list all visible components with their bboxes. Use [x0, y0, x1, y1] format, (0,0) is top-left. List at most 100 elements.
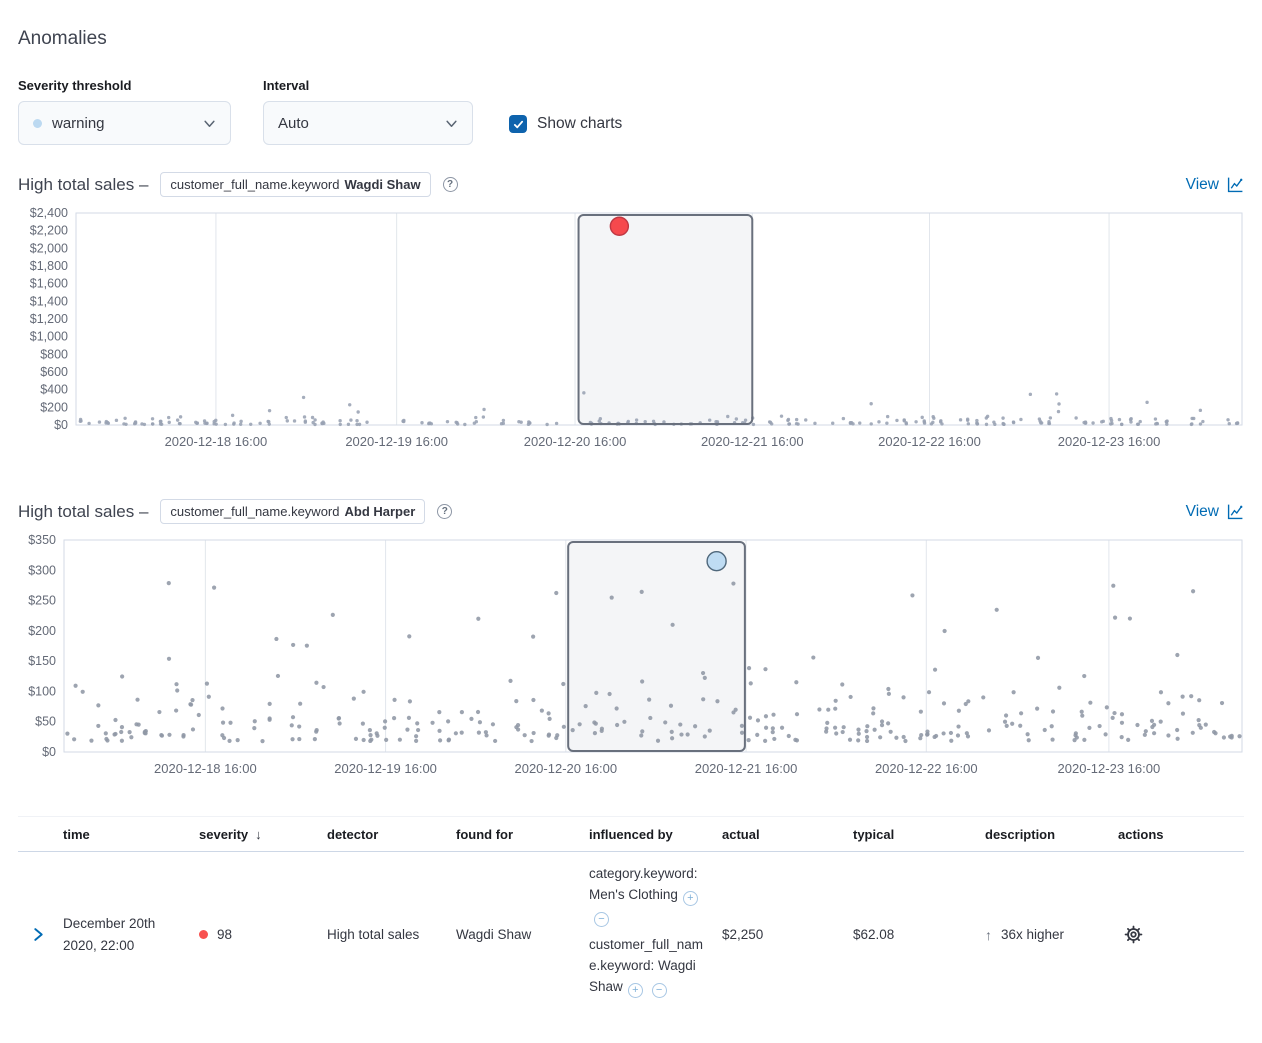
svg-text:$0: $0: [54, 418, 68, 432]
badge-value: Wagdi Shaw: [344, 177, 421, 192]
col-header-actions: actions: [1118, 826, 1164, 842]
show-charts-control: Show charts: [509, 115, 622, 133]
table-header-row: time severity ↓ detector found for influ…: [18, 816, 1244, 852]
gear-icon: [1124, 926, 1143, 944]
svg-text:$50: $50: [35, 715, 56, 729]
show-charts-label: Show charts: [537, 115, 623, 132]
add-filter-icon[interactable]: +: [627, 982, 643, 998]
view-link-label: View: [1185, 502, 1219, 520]
anomalies-table: time severity ↓ detector found for influ…: [18, 816, 1244, 1020]
line-chart-icon: [1227, 504, 1243, 520]
anomaly-chart-section-abd-harper: High total sales – customer_full_name.ke…: [18, 499, 1244, 780]
svg-text:2020-12-21 16:00: 2020-12-21 16:00: [701, 434, 804, 449]
remove-filter-icon[interactable]: −: [651, 982, 667, 998]
col-header-actual[interactable]: actual: [722, 826, 760, 842]
anomaly-chart-section-wagdi-shaw: High total sales – customer_full_name.ke…: [18, 172, 1244, 453]
svg-text:$1,000: $1,000: [30, 330, 68, 344]
view-link-label: View: [1185, 175, 1219, 193]
interval-field: Interval Auto: [263, 78, 473, 145]
svg-text:2020-12-21 16:00: 2020-12-21 16:00: [695, 761, 798, 776]
help-icon[interactable]: ?: [437, 504, 453, 519]
anomaly-time: December 20th 2020, 22:00: [63, 916, 156, 953]
svg-text:$200: $200: [28, 624, 56, 638]
chevron-right-icon: [34, 928, 43, 942]
interval-value: Auto: [278, 114, 309, 132]
row-actions-button[interactable]: [1124, 925, 1244, 944]
page-title: Anomalies: [18, 28, 107, 49]
chart-title: High total sales –: [18, 501, 149, 521]
anomaly-description: ↑ 36x higher: [985, 926, 1065, 943]
badge-field: customer_full_name.keyword: [170, 177, 340, 192]
svg-text:$1,400: $1,400: [30, 294, 68, 308]
col-header-found-for[interactable]: found for: [456, 826, 514, 842]
col-header-severity[interactable]: severity ↓: [199, 826, 262, 842]
svg-text:2020-12-19 16:00: 2020-12-19 16:00: [334, 761, 437, 776]
svg-text:$100: $100: [28, 684, 56, 698]
svg-text:$350: $350: [28, 534, 56, 547]
expand-row-button[interactable]: [18, 927, 63, 942]
col-header-influenced-by[interactable]: influenced by: [589, 826, 673, 842]
table-row: December 20th 2020, 22:00 98 High total …: [18, 852, 1244, 1020]
view-link[interactable]: View: [1186, 503, 1244, 521]
filter-bar: Severity threshold warning Interval Auto…: [18, 78, 1244, 145]
svg-text:2020-12-23 16:00: 2020-12-23 16:00: [1058, 761, 1161, 776]
svg-text:2020-12-19 16:00: 2020-12-19 16:00: [345, 434, 448, 449]
interval-label: Interval: [263, 78, 310, 93]
show-charts-checkbox[interactable]: [509, 115, 527, 133]
svg-text:$250: $250: [28, 594, 56, 608]
critical-severity-dot-icon: [199, 930, 208, 940]
svg-text:$200: $200: [40, 400, 68, 414]
svg-text:2020-12-18 16:00: 2020-12-18 16:00: [165, 434, 268, 449]
sort-desc-icon: ↓: [255, 826, 262, 842]
col-header-detector[interactable]: detector: [327, 826, 379, 842]
help-icon[interactable]: ?: [442, 177, 458, 192]
anomaly-scatter-chart[interactable]: $0 $200 $400 $600 $800 $1,000 $1,200 $1,400 $1,6…: [18, 207, 1244, 453]
warning-severity-dot-icon: [33, 118, 42, 128]
arrow-up-icon: ↑: [985, 926, 992, 943]
view-link[interactable]: View: [1186, 176, 1244, 194]
svg-text:$1,800: $1,800: [30, 259, 68, 273]
anomaly-actual: $2,250: [722, 927, 764, 943]
severity-threshold-label: Severity threshold: [18, 78, 132, 93]
chevron-down-icon: [445, 117, 458, 130]
svg-text:2020-12-23 16:00: 2020-12-23 16:00: [1058, 434, 1161, 449]
svg-text:2020-12-22 16:00: 2020-12-22 16:00: [875, 761, 978, 776]
interval-select[interactable]: Auto: [263, 101, 473, 145]
col-header-typical[interactable]: typical: [853, 826, 895, 842]
col-header-time[interactable]: time: [63, 826, 90, 842]
remove-filter-icon[interactable]: −: [594, 911, 609, 927]
badge-value: Abd Harper: [344, 504, 416, 519]
svg-text:$600: $600: [40, 365, 68, 379]
anomaly-detector: High total sales: [327, 927, 420, 943]
severity-score: 98: [217, 927, 233, 943]
col-header-description[interactable]: description: [985, 826, 1056, 842]
svg-text:2020-12-20 16:00: 2020-12-20 16:00: [524, 434, 627, 449]
anomaly-severity: 98: [199, 927, 327, 942]
chart-title: High total sales –: [18, 174, 149, 194]
anomaly-found-for: Wagdi Shaw: [456, 927, 532, 943]
line-chart-icon: [1227, 177, 1243, 193]
severity-threshold-select[interactable]: warning: [18, 101, 231, 145]
severity-threshold-value: warning: [52, 114, 105, 132]
svg-text:2020-12-22 16:00: 2020-12-22 16:00: [878, 434, 981, 449]
anomaly-typical: $62.08: [853, 927, 895, 943]
svg-text:$400: $400: [40, 383, 68, 397]
check-icon: [513, 120, 523, 128]
svg-text:$2,200: $2,200: [30, 224, 68, 238]
svg-text:$300: $300: [28, 563, 56, 577]
chevron-down-icon: [203, 117, 216, 130]
svg-text:$0: $0: [42, 745, 56, 759]
anomaly-scatter-chart[interactable]: $0 $50 $100 $150 $200 $250 $300 $350 2020-12-18 …: [18, 534, 1244, 780]
svg-text:$2,000: $2,000: [30, 241, 68, 255]
svg-text:$1,600: $1,600: [30, 277, 68, 291]
svg-text:$800: $800: [40, 347, 68, 361]
svg-text:$150: $150: [28, 654, 56, 668]
badge-field: customer_full_name.keyword: [170, 504, 340, 519]
entity-badge: customer_full_name.keyword Abd Harper: [160, 499, 426, 524]
svg-text:$1,200: $1,200: [30, 312, 68, 326]
anomaly-influenced-by: category.keyword: Men's Clothing +− custo…: [589, 864, 707, 1006]
influencer-item: category.keyword: Men's Clothing +−: [589, 864, 707, 927]
entity-badge: customer_full_name.keyword Wagdi Shaw: [160, 172, 431, 197]
svg-text:2020-12-20 16:00: 2020-12-20 16:00: [514, 761, 617, 776]
add-filter-icon[interactable]: +: [682, 890, 698, 906]
